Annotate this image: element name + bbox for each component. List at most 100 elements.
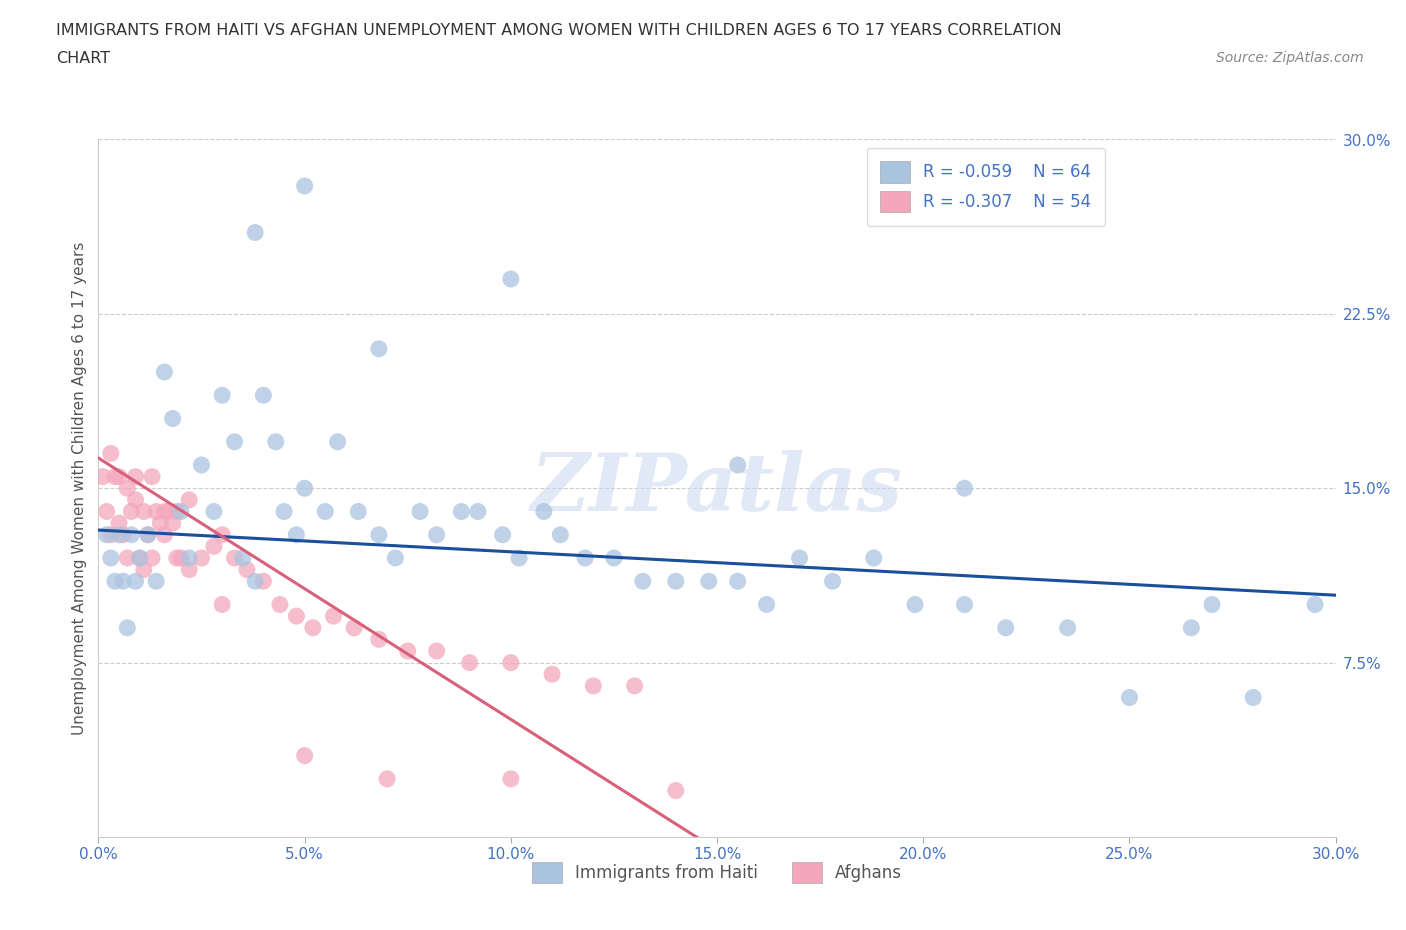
Point <box>108 469 131 484</box>
Point <box>467 504 489 519</box>
Point <box>104 469 127 484</box>
Point <box>904 597 927 612</box>
Point <box>170 551 193 565</box>
Text: CHART: CHART <box>56 51 110 66</box>
Point <box>603 551 626 565</box>
Point <box>1056 620 1078 635</box>
Point <box>821 574 844 589</box>
Point <box>190 551 212 565</box>
Y-axis label: Unemployment Among Women with Children Ages 6 to 17 years: Unemployment Among Women with Children A… <box>72 242 87 735</box>
Point <box>727 458 749 472</box>
Point <box>953 597 976 612</box>
Point <box>450 504 472 519</box>
Point <box>179 551 201 565</box>
Point <box>508 551 530 565</box>
Point <box>1241 690 1264 705</box>
Point <box>631 574 654 589</box>
Point <box>149 515 172 530</box>
Point <box>236 562 259 577</box>
Point <box>302 620 325 635</box>
Point <box>294 481 316 496</box>
Point <box>862 551 884 565</box>
Point <box>491 527 513 542</box>
Point <box>96 527 118 542</box>
Point <box>162 411 184 426</box>
Point <box>128 551 150 565</box>
Point <box>108 527 131 542</box>
Point <box>100 445 122 460</box>
Point <box>124 493 146 508</box>
Point <box>211 527 233 542</box>
Point <box>117 620 139 635</box>
Point <box>499 656 522 671</box>
Point <box>117 551 139 565</box>
Point <box>120 527 142 542</box>
Point <box>145 504 167 519</box>
Point <box>458 656 481 671</box>
Point <box>1180 620 1202 635</box>
Point <box>396 644 419 658</box>
Point <box>157 504 180 519</box>
Point <box>100 527 122 542</box>
Point <box>179 562 201 577</box>
Point <box>541 667 564 682</box>
Point <box>953 481 976 496</box>
Point <box>343 620 366 635</box>
Point <box>243 574 266 589</box>
Point <box>367 632 389 647</box>
Point <box>375 772 398 787</box>
Point <box>727 574 749 589</box>
Point <box>141 551 163 565</box>
Point <box>499 272 522 286</box>
Point <box>347 504 370 519</box>
Point <box>136 527 159 542</box>
Point <box>162 515 184 530</box>
Point <box>252 388 274 403</box>
Point <box>211 388 233 403</box>
Point <box>994 620 1017 635</box>
Point <box>409 504 432 519</box>
Point <box>96 504 118 519</box>
Point <box>252 574 274 589</box>
Point <box>243 225 266 240</box>
Point <box>269 597 291 612</box>
Point <box>582 679 605 694</box>
Point <box>273 504 295 519</box>
Point <box>112 574 135 589</box>
Point <box>211 597 233 612</box>
Point <box>153 527 176 542</box>
Point <box>550 527 572 542</box>
Point <box>112 527 135 542</box>
Legend: Immigrants from Haiti, Afghans: Immigrants from Haiti, Afghans <box>524 854 910 892</box>
Point <box>285 609 308 624</box>
Point <box>294 748 316 763</box>
Point <box>136 527 159 542</box>
Point <box>117 481 139 496</box>
Point <box>499 772 522 787</box>
Point <box>153 504 176 519</box>
Point <box>285 527 308 542</box>
Point <box>755 597 778 612</box>
Point <box>367 341 389 356</box>
Point <box>326 434 349 449</box>
Text: Source: ZipAtlas.com: Source: ZipAtlas.com <box>1216 51 1364 65</box>
Point <box>224 434 246 449</box>
Point <box>141 469 163 484</box>
Point <box>170 504 193 519</box>
Point <box>367 527 389 542</box>
Point <box>426 644 449 658</box>
Point <box>108 515 131 530</box>
Point <box>1303 597 1326 612</box>
Point <box>166 504 188 519</box>
Point <box>100 551 122 565</box>
Point <box>623 679 645 694</box>
Point <box>132 504 155 519</box>
Point <box>697 574 720 589</box>
Point <box>322 609 344 624</box>
Point <box>179 493 201 508</box>
Point <box>574 551 596 565</box>
Point <box>294 179 316 193</box>
Point <box>124 574 146 589</box>
Point <box>128 551 150 565</box>
Point <box>91 469 114 484</box>
